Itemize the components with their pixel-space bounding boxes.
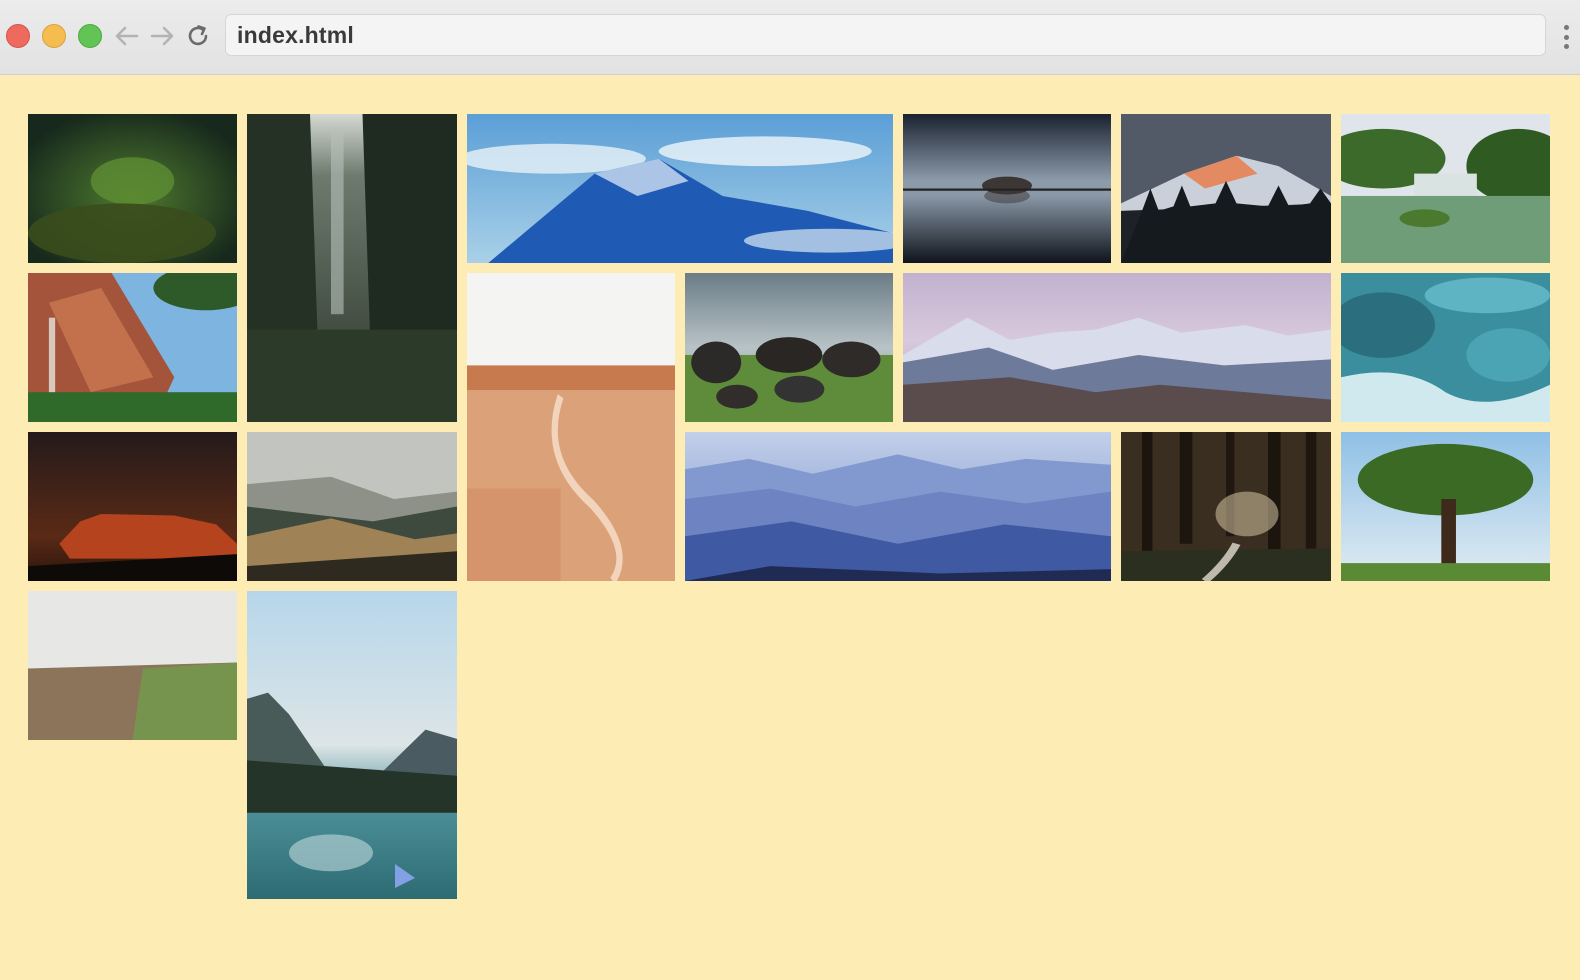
gallery-photo-red-canyon[interactable]: [28, 273, 237, 422]
photo-gallery: [28, 114, 1552, 899]
minimize-window-icon[interactable]: [42, 24, 66, 48]
gallery-photo-rolling-hills[interactable]: [247, 432, 457, 581]
back-button[interactable]: [112, 21, 142, 51]
gallery-photo-desert-trail[interactable]: [467, 273, 675, 581]
gallery-photo-farm-field[interactable]: [28, 591, 237, 740]
browser-toolbar: index.html: [0, 0, 1580, 75]
gallery-photo-lake-reflection[interactable]: [903, 114, 1111, 263]
gallery-photo-night-rock[interactable]: [28, 432, 237, 581]
gallery-photo-alpenglow-peak[interactable]: [1121, 114, 1331, 263]
reload-button[interactable]: [183, 21, 213, 51]
forward-button[interactable]: [147, 21, 177, 51]
gallery-photo-blue-mountain-layers[interactable]: [685, 432, 1111, 581]
gallery-photo-turquoise-river[interactable]: [1341, 273, 1550, 422]
zoom-window-icon[interactable]: [78, 24, 102, 48]
gallery-photo-waterfall-forest[interactable]: [247, 114, 457, 422]
gallery-photo-aerial-mountains-clouds[interactable]: [467, 114, 893, 263]
arrow-right-icon: [150, 26, 174, 46]
gallery-photo-waterfall-pool[interactable]: [1341, 114, 1550, 263]
more-vertical-icon[interactable]: [1562, 25, 1570, 49]
gallery-photo-oak-tree[interactable]: [1341, 432, 1550, 581]
gallery-photo-mountain-lake[interactable]: [247, 591, 457, 899]
mouse-pointer-icon: [395, 864, 415, 888]
gallery-photo-boulder-field[interactable]: [685, 273, 893, 422]
gallery-photo-alpine-panorama[interactable]: [903, 273, 1331, 422]
gallery-photo-moss-forest[interactable]: [28, 114, 237, 263]
gallery-photo-forest-path[interactable]: [1121, 432, 1331, 581]
close-window-icon[interactable]: [6, 24, 30, 48]
reload-icon: [188, 25, 208, 46]
arrow-left-icon: [115, 26, 139, 46]
address-bar[interactable]: index.html: [225, 14, 1546, 56]
url-text: index.html: [237, 21, 355, 48]
